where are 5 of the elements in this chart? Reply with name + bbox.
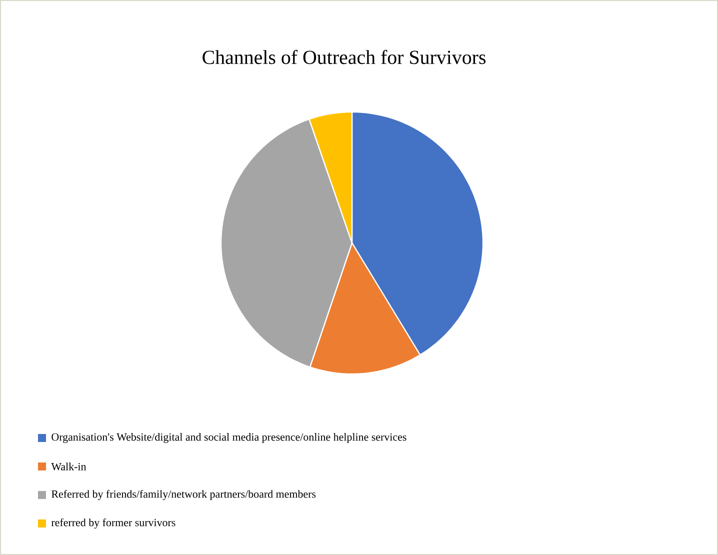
legend-label: Referred by friends/family/network partners/board members bbox=[52, 490, 316, 500]
legend-label: referred by former survivors bbox=[51, 518, 176, 529]
legend-label: Walk-in bbox=[51, 462, 86, 470]
legend-label: Organisation's Website/digital and social media presence/online helpline services bbox=[52, 433, 406, 443]
chart-title: Channels of Outreach for Survivors bbox=[202, 50, 486, 64]
